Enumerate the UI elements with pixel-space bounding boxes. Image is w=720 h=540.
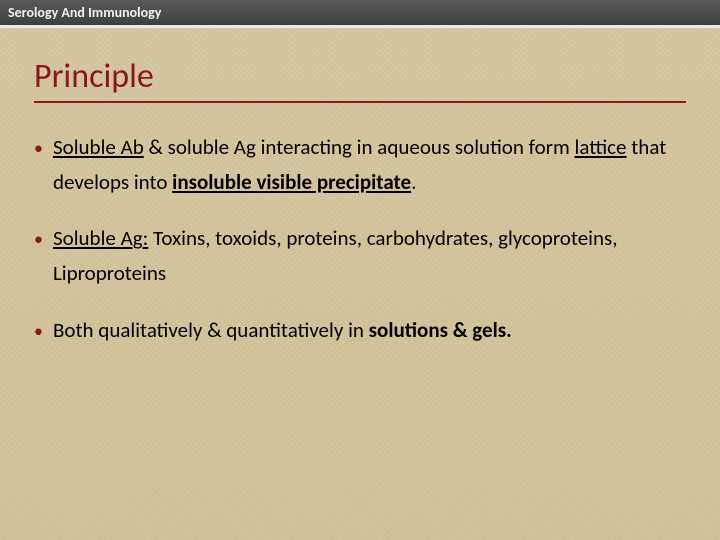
bullet-item: • Soluble Ag: Toxins, toxoids, proteins, … [34,221,680,290]
text-run: & soluble Ag interacting in aqueous solu… [144,134,575,160]
body-block: • Soluble Ab & soluble Ag interacting in … [34,130,680,369]
text-run: Both qualitatively & quantitatively in [53,317,369,343]
header-label: Serology And Immunology [8,4,161,21]
text-run: Soluble Ag: [53,225,148,251]
bullet-text: Soluble Ag: Toxins, toxoids, proteins, c… [53,221,680,290]
text-run: insoluble visible precipitate [172,169,411,195]
text-run: lattice [575,134,627,160]
header-bar: Serology And Immunology [0,0,720,28]
bullet-marker-icon: • [34,317,43,347]
bullet-text: Both qualitatively & quantitatively in s… [53,313,680,348]
bullet-marker-icon: • [34,225,43,255]
bullet-item: • Both qualitatively & quantitatively in … [34,313,680,348]
slide-title: Principle [34,56,686,97]
title-block: Principle [34,56,686,103]
text-run: . [411,169,416,195]
text-run: solutions & gels. [369,317,512,343]
bullet-marker-icon: • [34,134,43,164]
slide: Serology And Immunology Principle • Solub… [0,0,720,540]
text-run: Soluble Ab [53,134,144,160]
bullet-item: • Soluble Ab & soluble Ag interacting in … [34,130,680,199]
bullet-text: Soluble Ab & soluble Ag interacting in a… [53,130,680,199]
